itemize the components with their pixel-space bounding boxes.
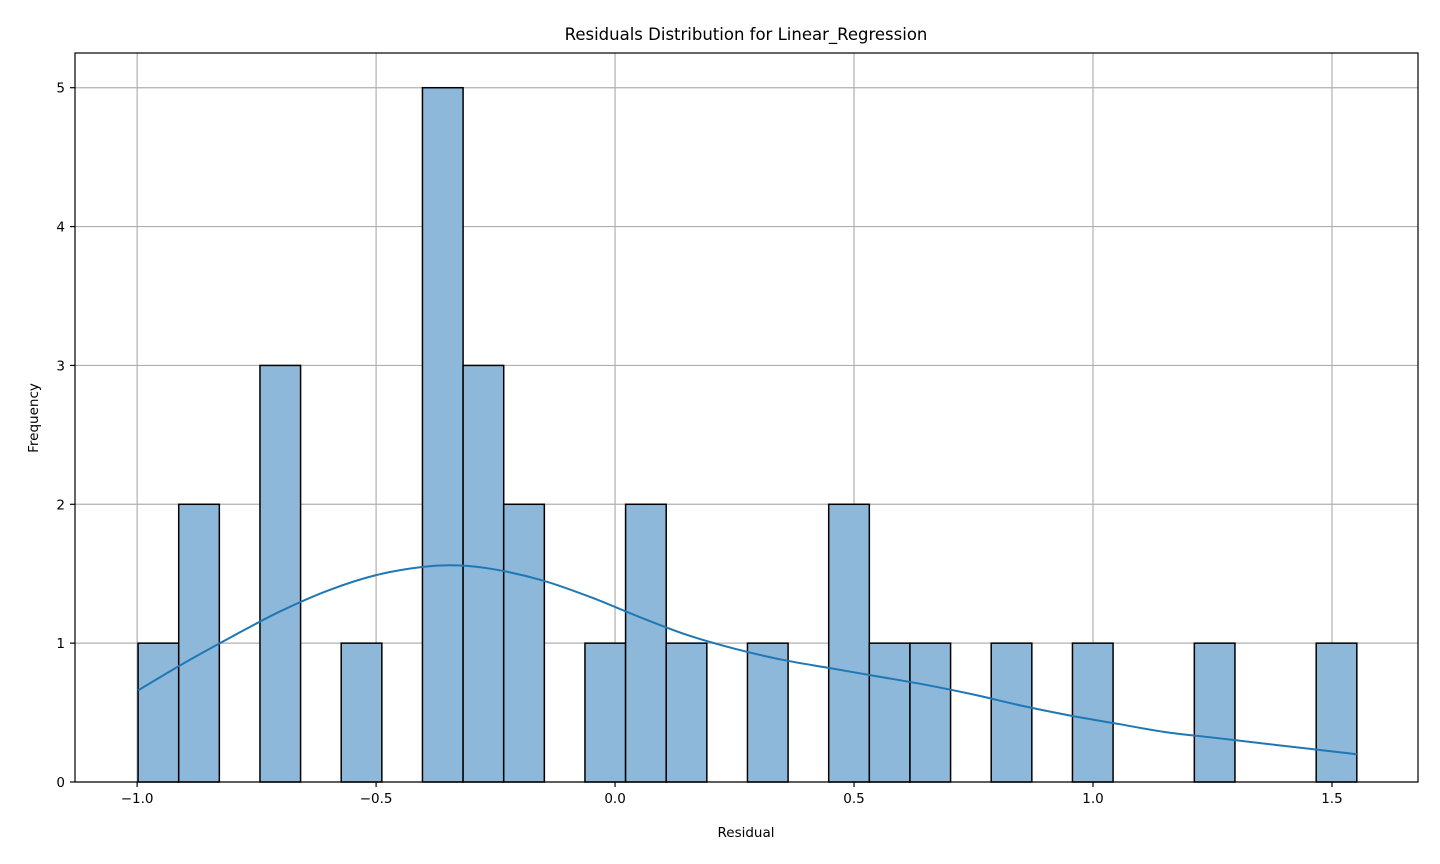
y-axis-label: Frequency bbox=[26, 383, 42, 453]
plot-frame bbox=[74, 52, 1419, 783]
x-tick-label: 0.5 bbox=[843, 791, 864, 807]
x-tick-label: −1.0 bbox=[121, 791, 154, 807]
x-tick-label: 1.0 bbox=[1082, 791, 1103, 807]
x-axis-label: Residual bbox=[717, 825, 774, 841]
histogram-bar bbox=[1071, 642, 1114, 783]
histogram-bar bbox=[137, 642, 180, 783]
histogram-bar bbox=[665, 642, 708, 783]
histogram-bar bbox=[462, 364, 505, 783]
x-tick-label: 0.0 bbox=[604, 791, 625, 807]
chart-title: Residuals Distribution for Linear_Regres… bbox=[565, 25, 928, 45]
histogram-bar bbox=[1193, 642, 1236, 783]
x-tick-label: 1.5 bbox=[1321, 791, 1342, 807]
y-tick-label: 0 bbox=[56, 775, 65, 791]
histogram-bar bbox=[624, 503, 667, 783]
x-tick-label: −0.5 bbox=[360, 791, 393, 807]
histogram-bar bbox=[502, 503, 546, 783]
kde-curve bbox=[137, 564, 1357, 756]
histogram-bar bbox=[177, 503, 221, 783]
histogram-bar bbox=[259, 364, 302, 783]
histogram-bar bbox=[827, 503, 871, 783]
histogram-bar bbox=[340, 642, 383, 783]
histogram-bar bbox=[868, 642, 911, 783]
histogram-bar bbox=[746, 642, 789, 783]
histogram-bar bbox=[584, 642, 627, 783]
y-tick-label: 5 bbox=[56, 81, 65, 97]
y-tick-label: 1 bbox=[56, 636, 65, 652]
histogram-bar bbox=[990, 642, 1033, 783]
histogram-bar bbox=[909, 642, 952, 783]
kde-curve-group bbox=[137, 564, 1357, 756]
histogram-bar bbox=[1315, 642, 1358, 783]
histogram-bars bbox=[137, 86, 1358, 783]
y-tick-label: 4 bbox=[56, 220, 65, 236]
y-tick-label: 2 bbox=[56, 497, 65, 513]
histogram-bar bbox=[421, 86, 464, 783]
axis-ticks: −1.0 −0.5 0.0 0.5 1.0 1.5 0 1 2 3 4 5 bbox=[56, 81, 1342, 807]
y-tick-label: 3 bbox=[56, 358, 65, 374]
